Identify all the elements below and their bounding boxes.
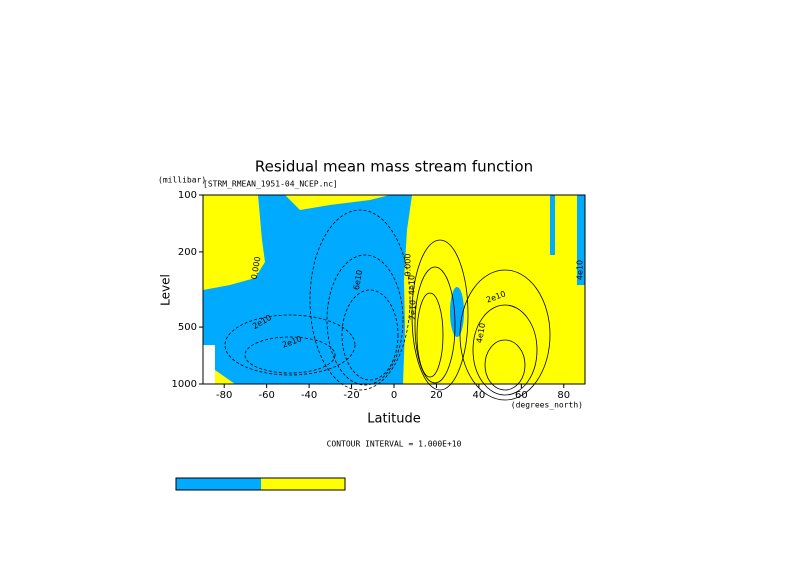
x-tick-label: 0 [391, 390, 397, 401]
contour-label: 0.000 [250, 256, 263, 280]
x-tick-label: 20 [430, 390, 443, 401]
y-axis-title: Level [159, 274, 173, 306]
y-tick-label: 200 [178, 247, 197, 258]
x-tick-label: 60 [515, 390, 528, 401]
plot-area [202, 194, 586, 401]
contour-line [416, 292, 444, 378]
y-tick-label: 500 [178, 322, 197, 333]
negative-region [577, 195, 585, 285]
x-tick-label: 80 [557, 390, 570, 401]
x-tick-label: 40 [473, 390, 486, 401]
colorbar-frame [175, 477, 346, 491]
contour-line [224, 314, 356, 376]
y-tick-label: 100 [178, 190, 197, 201]
chart-title: Residual mean mass stream function [255, 158, 533, 176]
contour-label: 4e10 [475, 322, 487, 343]
footnote: CONTOUR INTERVAL = 1.000E+10 [327, 440, 462, 449]
contour-line [484, 339, 526, 391]
x-tick-label: -40 [301, 390, 317, 401]
contour-line [309, 209, 411, 391]
contour-line [411, 239, 469, 391]
negative-region [550, 195, 555, 255]
missing-region [203, 345, 215, 384]
contour-line [472, 304, 538, 396]
colorbar-swatch [261, 478, 345, 490]
colorbar-swatch [176, 478, 261, 490]
contour-label: 4e10 [408, 275, 417, 295]
contour-line [244, 336, 336, 374]
contours [224, 209, 551, 401]
x-tick-label: -80 [216, 390, 232, 401]
negative-region [203, 195, 412, 384]
contour-label: 0.000 [404, 254, 413, 277]
x-tick-label: -60 [258, 390, 274, 401]
contour-line [341, 289, 399, 381]
contour-label: 4e10 [576, 260, 585, 280]
contour-line [326, 254, 404, 386]
contour-line [414, 266, 456, 384]
positive-region [248, 195, 256, 270]
x-axis-title: Latitude [367, 412, 421, 427]
contour-label: 6e10 [352, 269, 364, 290]
x-tick-label: -20 [343, 390, 359, 401]
y-unit: (millibar) [158, 176, 206, 185]
contour-label: 2e10 [409, 300, 418, 320]
y-tick-label: 1000 [172, 379, 197, 390]
subtitle: [STRM_RMEAN_1951-04_NCEP.nc] [203, 180, 338, 189]
x-unit: (degrees_north) [511, 401, 583, 410]
contour-line [459, 269, 551, 401]
colorbar [175, 477, 346, 491]
